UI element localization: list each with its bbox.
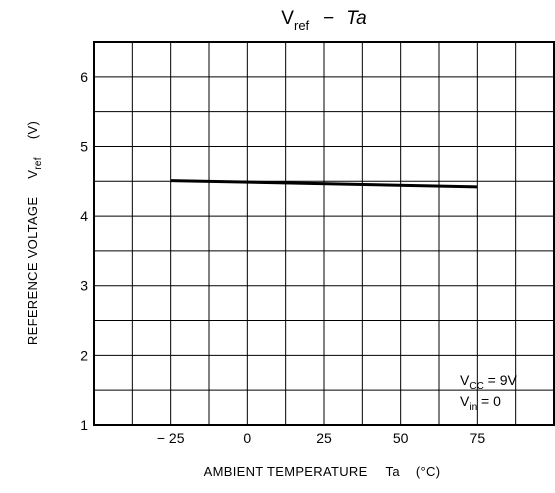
grid-vertical-lines <box>131 42 517 425</box>
annotation-vcc-subscript: CC <box>469 381 483 392</box>
y-tick-label: 1 <box>80 417 88 433</box>
y-axis-symbol: V <box>25 170 40 179</box>
y-axis-symbol-subscript: ref <box>33 157 44 170</box>
condition-annotation: VCC = 9V Vin = 0 <box>460 372 518 413</box>
series-line-0 <box>170 179 478 189</box>
y-tick-label: 4 <box>80 208 88 224</box>
x-axis-label: AMBIENT TEMPERATURE <box>204 464 368 479</box>
annotation-vin-v: V <box>460 393 470 409</box>
x-tick-label: − 25 <box>157 430 185 446</box>
annotation-vin-subscript: in <box>469 402 477 413</box>
y-tick-label: 6 <box>80 69 88 85</box>
plot-frame <box>93 41 555 426</box>
grid-horizontal-lines <box>94 76 554 391</box>
annotation-vcc-v: V <box>460 372 470 388</box>
x-axis-title: AMBIENT TEMPERATURE Ta (°C) <box>204 464 441 479</box>
annotation-vin: Vin = 0 <box>460 393 501 413</box>
title-v-subscript: ref <box>294 18 310 33</box>
y-tick-label: 2 <box>80 347 88 363</box>
chart-title: Vref − Ta <box>281 8 366 33</box>
annotation-vcc: VCC = 9V <box>460 372 518 392</box>
annotation-vcc-value: = 9V <box>484 372 518 388</box>
series-group <box>170 179 478 189</box>
y-tick-labels: 1 2 3 4 5 6 <box>80 69 88 433</box>
title-ta: Ta <box>346 8 366 29</box>
x-tick-labels: − 25 0 25 50 75 <box>157 430 485 446</box>
x-axis-unit: (°C) <box>416 464 440 479</box>
y-axis-unit: (V) <box>25 121 40 139</box>
x-tick-label: 50 <box>393 430 409 446</box>
x-tick-label: 75 <box>470 430 486 446</box>
title-dash: − <box>323 8 334 29</box>
x-tick-label: 25 <box>316 430 332 446</box>
x-tick-label: 0 <box>243 430 251 446</box>
y-tick-label: 5 <box>80 138 88 154</box>
grid <box>94 42 554 425</box>
y-axis-label: REFERENCE VOLTAGE <box>25 197 40 345</box>
y-tick-label: 3 <box>80 278 88 294</box>
y-axis-title: REFERENCE VOLTAGE Vref (V) <box>25 121 44 345</box>
title-v: V <box>281 8 294 29</box>
x-axis-symbol: Ta <box>386 464 401 479</box>
annotation-vin-value: = 0 <box>477 393 501 409</box>
